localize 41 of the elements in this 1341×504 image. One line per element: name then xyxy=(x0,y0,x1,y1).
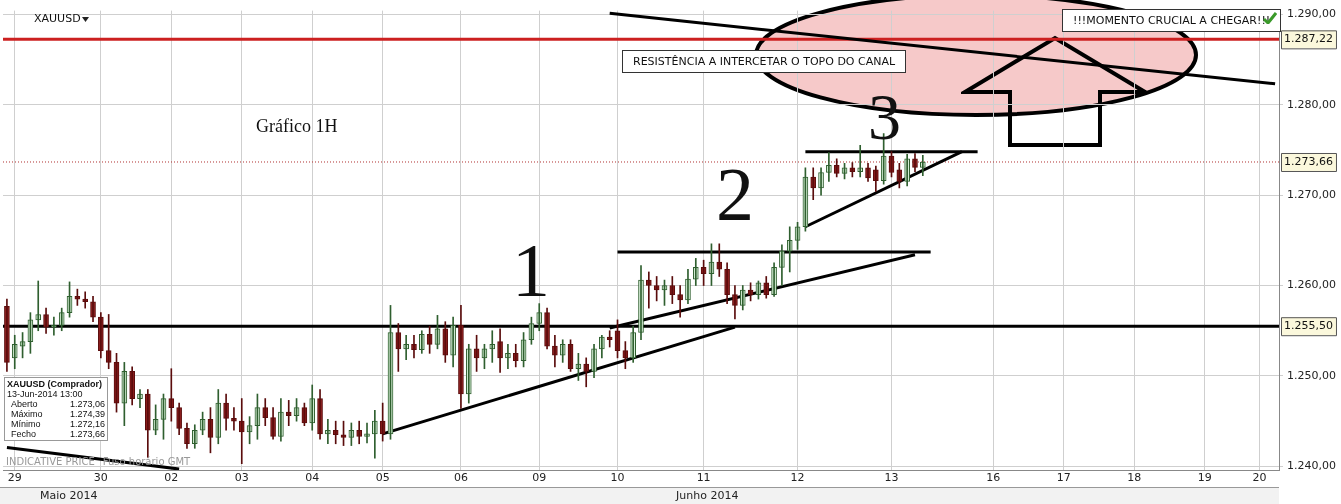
y-tick-label: 1.290,00 xyxy=(1287,7,1336,21)
annotation: XAUUSD (Comprador) xyxy=(7,379,103,389)
chart-title: XAUUSD xyxy=(34,12,81,25)
x-tick-label: 17 xyxy=(1056,471,1071,485)
x-tick-label: 10 xyxy=(610,471,625,485)
x-tick-label: 05 xyxy=(375,471,390,485)
annotation: 13-Jun-2014 13:00 xyxy=(7,389,84,399)
y-tick-label: 1.240,00 xyxy=(1287,459,1336,473)
text: Mínimo 1.272,16 xyxy=(11,419,105,429)
x-tick-label: 30 xyxy=(93,471,108,485)
x-tick-label: 06 xyxy=(453,471,468,485)
annotation: 2 xyxy=(716,152,754,236)
text: Junho 2014 xyxy=(676,489,739,502)
x-tick-label: 29 xyxy=(7,471,22,485)
x-tick-label: 20 xyxy=(1252,471,1267,485)
x-tick-label: 19 xyxy=(1197,471,1212,485)
x-tick-label: 13 xyxy=(884,471,899,485)
ref-line-label: 1.255,50 xyxy=(1284,319,1333,333)
x-tick-label: 16 xyxy=(986,471,1001,485)
x-tick-label: 09 xyxy=(532,471,547,485)
text: Gráfico 1H xyxy=(256,116,338,137)
x-tick-label: 02 xyxy=(164,471,179,485)
annotation: RESISTÊNCIA A INTERCETAR O TOPO DO CANAL xyxy=(622,50,907,73)
ref-line-label: 1.273,66 xyxy=(1284,154,1333,168)
text: Fecho 1.273,66 xyxy=(11,429,105,439)
annotation: INDICATIVE PRICE xyxy=(6,456,95,467)
annotation: 1 xyxy=(512,228,550,312)
x-tick-label: 04 xyxy=(305,471,320,485)
text: Máximo 1.274,39 xyxy=(11,409,105,419)
x-tick-label: 03 xyxy=(234,471,249,485)
text: Aberto 1.273,06 xyxy=(11,399,105,409)
y-tick-label: 1.250,00 xyxy=(1287,368,1336,382)
y-tick-label: 1.280,00 xyxy=(1287,97,1336,111)
ref-line-label: 1.287,22 xyxy=(1284,32,1333,46)
x-tick-label: 12 xyxy=(790,471,805,485)
x-tick-label: 11 xyxy=(696,471,711,485)
y-tick-label: 1.260,00 xyxy=(1287,278,1336,292)
x-tick-label: 18 xyxy=(1127,471,1142,485)
annotation: !!!MOMENTO CRUCIAL A CHEGAR!!! xyxy=(1062,9,1282,32)
text: Maio 2014 xyxy=(40,489,98,502)
y-tick-label: 1.270,00 xyxy=(1287,187,1336,201)
